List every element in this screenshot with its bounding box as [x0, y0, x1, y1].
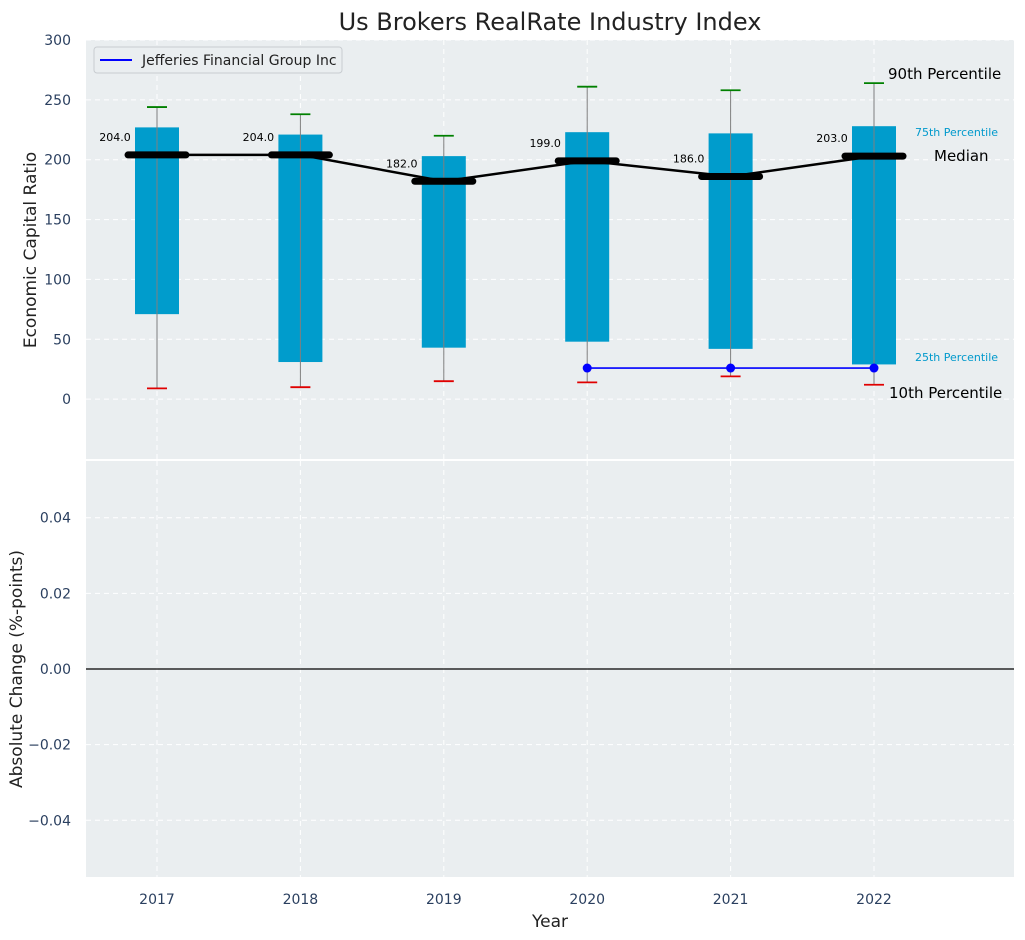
bottom-y-tick-label: 0.00	[40, 662, 71, 678]
top-y-tick-label: 300	[44, 33, 71, 49]
x-tick-label: 2017	[139, 892, 175, 908]
top-y-tick-label: 50	[53, 332, 71, 348]
bottom-y-tick-label: 0.02	[40, 586, 71, 602]
annotation-25th-percentile: 25th Percentile	[915, 351, 998, 364]
annotation-10th-percentile: 10th Percentile	[889, 384, 1002, 402]
bottom-y-tick-label: 0.04	[40, 511, 71, 527]
x-tick-label: 2021	[713, 892, 749, 908]
x-tick-label: 2022	[856, 892, 892, 908]
top-y-tick-label: 0	[62, 392, 71, 408]
median-value-label: 199.0	[529, 137, 561, 150]
top-y-tick-label: 250	[44, 93, 71, 109]
x-tick-label: 2018	[283, 892, 319, 908]
median-value-label: 204.0	[243, 131, 275, 144]
series-point-jefferies	[726, 363, 736, 373]
bottom-y-tick-label: −0.04	[28, 813, 71, 829]
series-point-jefferies	[582, 363, 592, 373]
bottom-y-axis-label: Absolute Change (%-points)	[7, 550, 27, 788]
median-value-label: 204.0	[99, 131, 131, 144]
top-y-tick-label: 200	[44, 153, 71, 169]
legend: Jefferies Financial Group Inc	[93, 46, 343, 74]
x-tick-label: 2019	[426, 892, 462, 908]
median-value-label: 182.0	[386, 157, 418, 170]
legend-label-jefferies: Jefferies Financial Group Inc	[141, 53, 337, 69]
bottom-y-tick-label: −0.02	[28, 738, 71, 754]
top-y-axis-label: Economic Capital Ratio	[21, 152, 41, 348]
chart-title: Us Brokers RealRate Industry Index	[339, 8, 762, 36]
annotation-median: Median	[934, 147, 989, 165]
annotation-90th-percentile: 90th Percentile	[888, 65, 1001, 83]
top-y-tick-label: 100	[44, 272, 71, 288]
top-y-tick-label: 150	[44, 213, 71, 229]
legend-frame	[93, 46, 343, 74]
median-value-label: 203.0	[816, 132, 848, 145]
annotation-75th-percentile: 75th Percentile	[915, 126, 998, 139]
x-tick-label: 2020	[569, 892, 605, 908]
x-axis-label: Year	[531, 912, 568, 932]
median-value-label: 186.0	[673, 152, 705, 165]
series-point-jefferies	[869, 363, 879, 373]
